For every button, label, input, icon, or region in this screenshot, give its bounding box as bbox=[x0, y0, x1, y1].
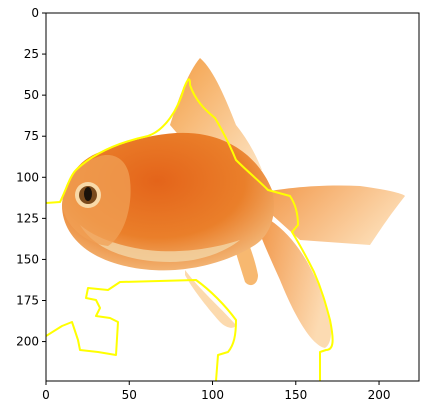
y-tick-label: 25 bbox=[24, 47, 39, 61]
y-tick-label: 175 bbox=[16, 294, 39, 308]
y-tick-label: 50 bbox=[24, 88, 39, 102]
x-tick-label: 50 bbox=[122, 388, 137, 402]
x-tick-label: 0 bbox=[42, 388, 50, 402]
x-axis: 0 50 100 150 200 bbox=[42, 381, 390, 402]
x-tick-label: 150 bbox=[284, 388, 307, 402]
y-tick-label: 100 bbox=[16, 170, 39, 184]
y-tick-label: 0 bbox=[31, 6, 39, 20]
y-axis: 0 25 50 75 100 125 150 175 200 bbox=[16, 6, 46, 349]
y-tick-label: 150 bbox=[16, 252, 39, 266]
y-tick-label: 200 bbox=[16, 335, 39, 349]
fish-pupil bbox=[84, 187, 92, 201]
y-tick-label: 125 bbox=[16, 211, 39, 225]
x-tick-label: 200 bbox=[368, 388, 391, 402]
x-tick-label: 100 bbox=[201, 388, 224, 402]
image-area bbox=[46, 13, 419, 381]
y-tick-label: 75 bbox=[24, 129, 39, 143]
